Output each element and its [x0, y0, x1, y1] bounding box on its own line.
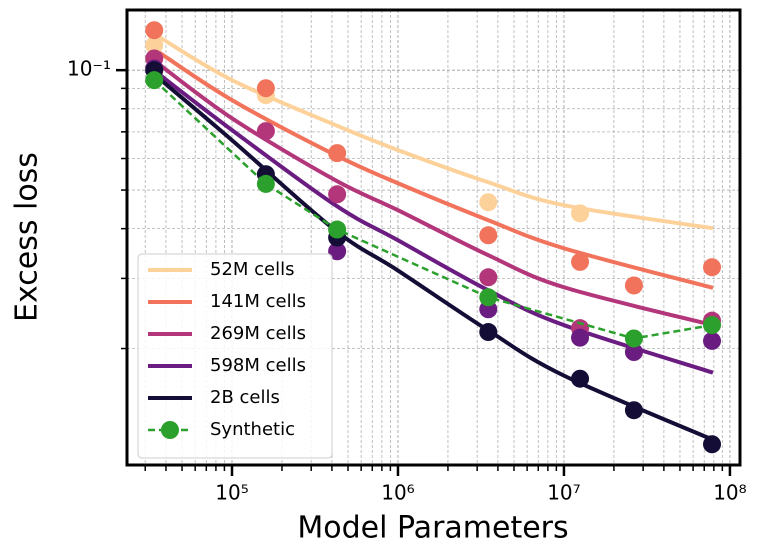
point — [479, 268, 498, 287]
point — [624, 276, 643, 295]
point — [571, 328, 590, 347]
point — [703, 435, 722, 454]
point — [145, 71, 164, 90]
legend-label: 52M cells — [210, 259, 295, 280]
point — [703, 331, 722, 350]
point — [479, 288, 498, 307]
legend-label: Synthetic — [210, 419, 295, 440]
x-axis-label: Model Parameters — [297, 511, 568, 546]
x-tick-label: 10⁵ — [215, 481, 248, 505]
point — [703, 316, 722, 335]
point — [624, 401, 643, 420]
point — [703, 258, 722, 277]
point — [479, 226, 498, 245]
point — [571, 369, 590, 388]
legend-box — [137, 253, 333, 459]
legend-label: 141M cells — [210, 291, 306, 312]
point — [571, 204, 590, 223]
y-axis-label: Excess loss — [10, 152, 45, 322]
point — [328, 185, 347, 204]
x-tick-label: 10⁶ — [381, 481, 414, 505]
point — [328, 220, 347, 239]
y-tick-label: 10⁻¹ — [67, 57, 111, 81]
legend-label: 269M cells — [210, 323, 306, 344]
point — [571, 252, 590, 271]
point — [328, 144, 347, 163]
fit-curve — [155, 48, 714, 290]
plot-frame — [125, 8, 742, 467]
point — [328, 242, 347, 261]
legend-label: 2B cells — [210, 387, 280, 408]
point — [479, 323, 498, 342]
x-tick-label: 10⁷ — [547, 481, 580, 505]
point — [624, 329, 643, 348]
legend-marker — [161, 421, 179, 439]
point — [624, 343, 643, 362]
point — [256, 79, 275, 98]
point — [256, 174, 275, 193]
fit-curve — [155, 60, 714, 328]
x-tick-label: 10⁸ — [713, 481, 746, 505]
point — [256, 122, 275, 141]
point — [479, 193, 498, 212]
point — [145, 21, 164, 40]
series-line — [153, 79, 713, 340]
point — [145, 36, 164, 55]
legend-label: 598M cells — [210, 355, 306, 376]
